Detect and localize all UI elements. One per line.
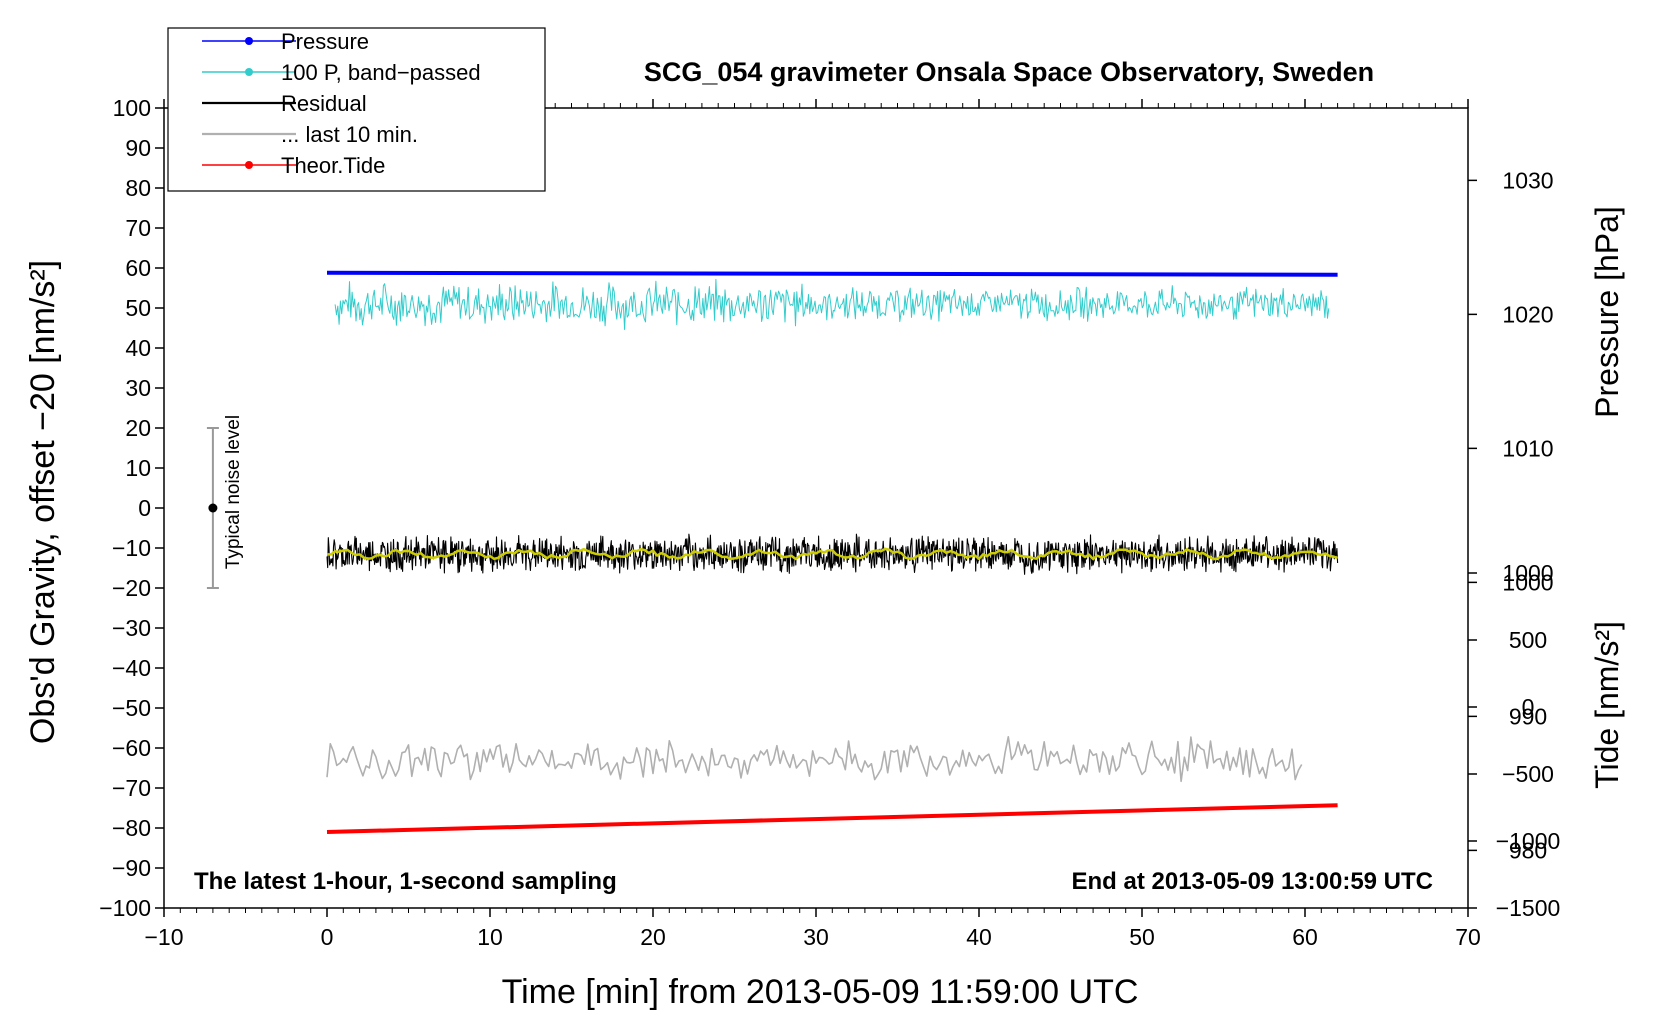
y-tick-label: 10 [125,455,151,481]
legend-label: Residual [281,91,367,116]
noise-level-label: Typical noise level [223,415,244,569]
y-tick-label: 30 [125,375,151,401]
legend-label: ... last 10 min. [281,122,418,147]
legend: Pressure 100 P, band−passed Residual ... la… [167,27,546,192]
series-residual-smoothed [327,547,1338,561]
x-tick-label: 20 [640,924,666,950]
tide-tick-label: −500 [1502,761,1554,787]
series-residual [326,533,1339,575]
series-pressure [326,270,1338,277]
x-axis-label: Time [min] from 2013-05-09 11:59:00 UTC [502,973,1139,1011]
y-tick-label: −10 [112,535,151,561]
y-tick-label: 40 [125,335,151,361]
y-tick-label: 70 [125,215,151,241]
y-tick-label: −100 [99,895,151,921]
series-100-p-band-passed [334,278,1330,330]
series-theor-tide [326,803,1338,834]
y-axis-pressure: 1030 1020 1010 1000 990 980 [1468,167,1554,863]
x-tick-label: 30 [803,924,829,950]
x-tick-label: 50 [1129,924,1155,950]
pressure-tick-label: 1000 [1502,569,1553,595]
x-tick-label: 70 [1455,924,1481,950]
y-tick-label: 60 [125,255,151,281]
legend-marker [245,37,253,45]
series-last-10-min [326,735,1303,783]
x-tick-label: 60 [1292,924,1318,950]
x-tick-label: −10 [144,924,183,950]
y-tick-label: 0 [138,495,151,521]
pressure-tick-label: 1010 [1502,435,1553,461]
annotation-sampling: The latest 1-hour, 1-second sampling [194,868,617,895]
noise-bar-center [208,503,218,513]
y-tick-label: 80 [125,175,151,201]
y-tick-label: 100 [113,95,151,121]
series-layer [326,270,1339,834]
legend-marker [245,68,253,76]
tide-tick-label: −1000 [1496,828,1561,854]
y-tick-label: −90 [112,855,151,881]
pressure-tick-label: 990 [1509,703,1547,729]
noise-level-bar [206,427,219,589]
y-axis-tide: 1000 500 0 −500 −1000 −1500 [1468,560,1560,921]
y-tick-label: 20 [125,415,151,441]
tide-tick-label: 1000 [1502,560,1553,586]
y-tick-label: 50 [125,295,151,321]
y-axis-label-left: Obs'd Gravity, offset −20 [nm/s²] [24,260,62,744]
pressure-tick-label: 1030 [1502,167,1553,193]
tide-tick-label: 0 [1522,694,1535,720]
x-tick-label: 10 [477,924,503,950]
x-tick-label: 0 [321,924,334,950]
legend-marker [245,161,253,169]
pressure-tick-label: 1020 [1502,301,1553,327]
pressure-tick-label: 980 [1509,837,1547,863]
x-tick-label: 40 [966,924,992,950]
y-tick-label: −30 [112,615,151,641]
y-tick-label: −40 [112,655,151,681]
tide-tick-label: −1500 [1496,895,1561,921]
tide-tick-label: 500 [1509,627,1547,653]
y-tick-label: −50 [112,695,151,721]
x-axis: −10 0 10 20 30 40 50 60 70 [144,99,1481,950]
y-axis-left: 1009080706050403020100−10−20−30−40−50−60… [99,95,164,921]
y-tick-label: −80 [112,815,151,841]
y-tick-label: −60 [112,735,151,761]
y-tick-label: 90 [125,135,151,161]
y-axis-label-tide: Tide [nm/s²] [1589,621,1625,789]
legend-label: Pressure [281,29,369,54]
y-tick-label: −20 [112,575,151,601]
y-axis-label-pressure: Pressure [hPa] [1589,206,1625,418]
y-tick-label: −70 [112,775,151,801]
chart-title: SCG_054 gravimeter Onsala Space Observat… [644,57,1374,87]
annotation-end-time: End at 2013-05-09 13:00:59 UTC [1072,868,1434,895]
legend-label: 100 P, band−passed [281,60,481,85]
legend-label: Theor.Tide [281,153,385,178]
legend-box [167,27,546,192]
